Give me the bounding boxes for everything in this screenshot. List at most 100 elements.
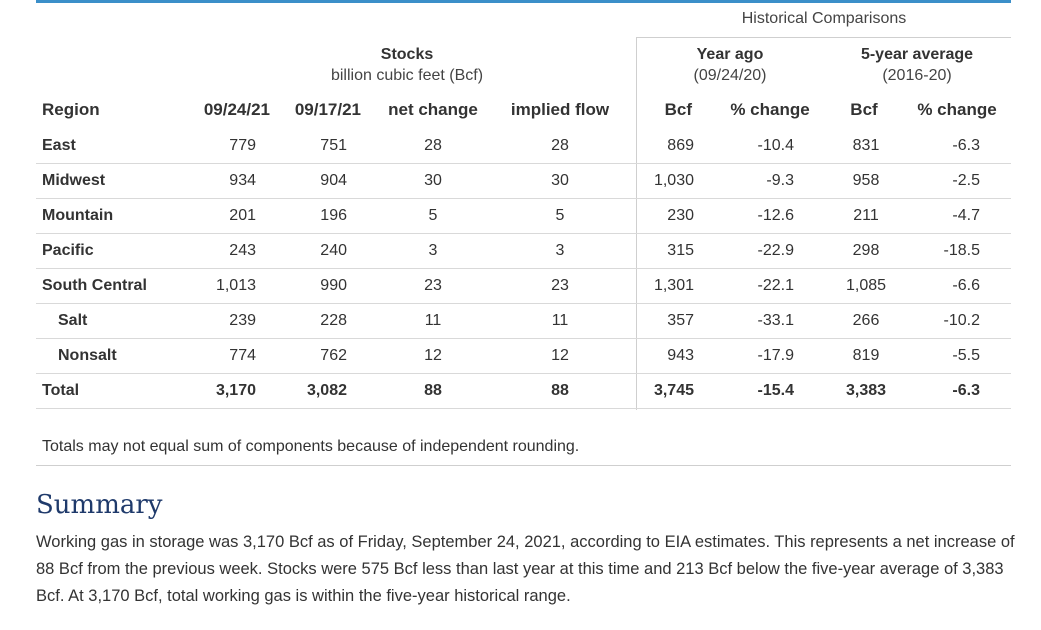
previous-week-cell: 3,082 xyxy=(306,382,347,399)
five-year-pct-cell: -18.5 xyxy=(943,242,980,259)
region-cell: Nonsalt xyxy=(58,347,117,364)
previous-week-cell: 196 xyxy=(320,207,347,224)
net-change-cell: 88 xyxy=(424,382,442,399)
year-ago-pct-cell: -33.1 xyxy=(757,312,794,329)
net-change-cell: 11 xyxy=(424,312,442,329)
current-week-cell: 774 xyxy=(229,347,256,364)
header-region: Region xyxy=(42,100,100,119)
header-net-change: net change xyxy=(388,100,478,119)
net-change-cell: 12 xyxy=(424,347,442,364)
rounding-note: Totals may not equal sum of components b… xyxy=(42,438,580,455)
current-week-cell: 3,170 xyxy=(215,382,256,399)
year-ago-bcf-cell: 315 xyxy=(667,242,694,259)
year-ago-pct-cell: -15.4 xyxy=(757,382,794,399)
implied-flow-cell: 88 xyxy=(551,382,569,399)
header-current-week: 09/24/21 xyxy=(203,100,270,119)
table-row-south-central: South Central 1,013 990 23 23 1,301 -22.… xyxy=(36,268,1011,304)
header-year-ago-pct: % change xyxy=(730,100,810,119)
current-week-cell: 201 xyxy=(229,207,256,224)
table-row-nonsalt: Nonsalt 774 762 12 12 943 -17.9 819 -5.5 xyxy=(36,338,1011,374)
five-year-bcf-cell: 958 xyxy=(852,172,880,189)
five-year-title: 5-year average xyxy=(860,46,974,63)
year-ago-subtitle: (09/24/20) xyxy=(693,67,767,84)
summary-text: Working gas in storage was 3,170 Bcf as … xyxy=(36,533,1015,605)
table-row-east: East 779 751 28 28 869 -10.4 831 -6.3 xyxy=(36,128,1011,164)
historical-divider xyxy=(637,37,1011,38)
table-row-salt: Salt 239 228 11 11 357 -33.1 266 -10.2 xyxy=(36,303,1011,339)
header-year-ago-bcf: Bcf xyxy=(664,100,692,119)
table-row-total: Total 3,170 3,082 88 88 3,745 -15.4 3,38… xyxy=(36,373,1011,409)
previous-week-cell: 228 xyxy=(320,312,347,329)
header-five-year-bcf: Bcf xyxy=(850,100,878,119)
stocks-subtitle: billion cubic feet (Bcf) xyxy=(330,67,484,84)
five-year-pct-cell: -4.7 xyxy=(952,207,980,224)
current-week-cell: 239 xyxy=(229,312,256,329)
year-ago-pct-cell: -10.4 xyxy=(757,137,794,154)
net-change-cell: 5 xyxy=(428,207,438,224)
historical-comparisons-heading: Historical Comparisons xyxy=(741,10,907,27)
net-change-cell: 30 xyxy=(424,172,442,189)
current-week-cell: 934 xyxy=(229,172,256,189)
stocks-group-header: Stocks billion cubic feet (Bcf) xyxy=(292,44,522,86)
table-row-midwest: Midwest 934 904 30 30 1,030 -9.3 958 -2.… xyxy=(36,163,1011,199)
region-cell: East xyxy=(42,137,76,154)
table-row-pacific: Pacific 243 240 3 3 315 -22.9 298 -18.5 xyxy=(36,233,1011,269)
net-change-cell: 23 xyxy=(424,277,442,294)
table-vertical-divider xyxy=(636,37,637,410)
five-year-bcf-cell: 819 xyxy=(852,347,880,364)
year-ago-bcf-cell: 1,301 xyxy=(653,277,694,294)
current-week-cell: 243 xyxy=(229,242,256,259)
five-year-subtitle: (2016-20) xyxy=(882,67,952,84)
summary-title: Summary xyxy=(36,490,163,520)
implied-flow-cell: 30 xyxy=(551,172,569,189)
stocks-title: Stocks xyxy=(380,46,434,63)
year-ago-pct-cell: -17.9 xyxy=(757,347,794,364)
five-year-pct-cell: -10.2 xyxy=(943,312,980,329)
region-cell: Midwest xyxy=(42,172,106,189)
net-change-cell: 28 xyxy=(424,137,442,154)
five-year-pct-cell: -5.5 xyxy=(952,347,980,364)
header-implied-flow: implied flow xyxy=(510,100,610,119)
year-ago-bcf-cell: 1,030 xyxy=(653,172,694,189)
region-cell: South Central xyxy=(42,277,147,294)
year-ago-bcf-cell: 230 xyxy=(667,207,694,224)
top-accent-bar xyxy=(36,0,1011,3)
year-ago-bcf-cell: 357 xyxy=(667,312,694,329)
table-row-mountain: Mountain 201 196 5 5 230 -12.6 211 -4.7 xyxy=(36,198,1011,234)
region-cell: Salt xyxy=(58,312,88,329)
year-ago-bcf-cell: 3,745 xyxy=(653,382,694,399)
five-year-group-header: 5-year average (2016-20) xyxy=(822,44,1012,86)
implied-flow-cell: 3 xyxy=(555,242,565,259)
implied-flow-cell: 28 xyxy=(551,137,569,154)
five-year-bcf-cell: 266 xyxy=(852,312,880,329)
five-year-bcf-cell: 3,383 xyxy=(845,382,887,399)
region-cell: Total xyxy=(42,382,80,399)
five-year-bcf-cell: 211 xyxy=(853,207,879,224)
year-ago-pct-cell: -12.6 xyxy=(757,207,794,224)
year-ago-pct-cell: -9.3 xyxy=(766,172,794,189)
previous-week-cell: 990 xyxy=(320,277,347,294)
year-ago-bcf-cell: 869 xyxy=(667,137,694,154)
implied-flow-cell: 23 xyxy=(551,277,569,294)
previous-week-cell: 751 xyxy=(320,137,347,154)
region-cell: Mountain xyxy=(42,207,114,224)
header-five-year-pct: % change xyxy=(917,100,997,119)
five-year-bcf-cell: 831 xyxy=(852,137,880,154)
previous-week-cell: 904 xyxy=(320,172,347,189)
year-ago-bcf-cell: 943 xyxy=(667,347,694,364)
implied-flow-cell: 11 xyxy=(551,312,569,329)
implied-flow-cell: 5 xyxy=(555,207,565,224)
note-divider xyxy=(36,465,1011,466)
five-year-bcf-cell: 298 xyxy=(852,242,880,259)
year-ago-group-header: Year ago (09/24/20) xyxy=(640,44,820,86)
year-ago-title: Year ago xyxy=(696,46,764,63)
five-year-bcf-cell: 1,085 xyxy=(845,277,887,294)
five-year-pct-cell: -6.3 xyxy=(952,382,980,399)
implied-flow-cell: 12 xyxy=(551,347,569,364)
previous-week-cell: 240 xyxy=(320,242,347,259)
five-year-pct-cell: -6.6 xyxy=(952,277,980,294)
region-cell: Pacific xyxy=(42,242,94,259)
current-week-cell: 1,013 xyxy=(215,277,256,294)
year-ago-pct-cell: -22.9 xyxy=(757,242,794,259)
five-year-pct-cell: -6.3 xyxy=(952,137,980,154)
